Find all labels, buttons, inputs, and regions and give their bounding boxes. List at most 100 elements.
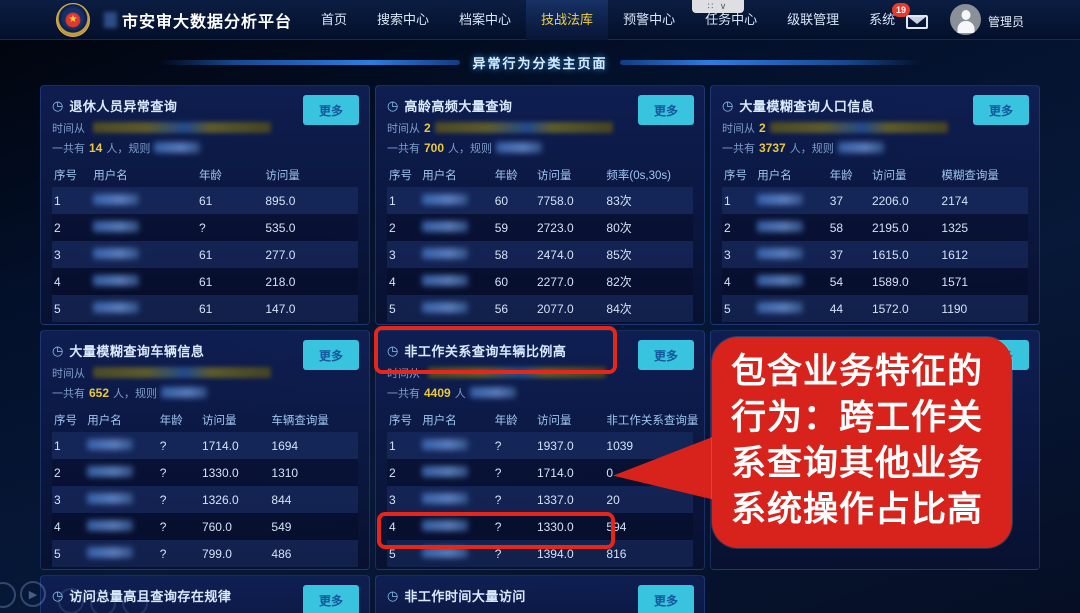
table-cell: 3 <box>54 247 61 262</box>
nav-item-alert-center[interactable]: 预警中心 <box>623 12 676 27</box>
column-header: 车辆查询量 <box>271 414 329 427</box>
table-cell: 2077.0 <box>536 301 574 316</box>
table-row[interactable]: 4? 760.0 549 <box>52 513 358 540</box>
table-cell: 1330.0 <box>201 465 239 480</box>
table-cell: 1 <box>54 438 61 453</box>
table-header-row: 序号 用户名 年龄 访问量 频率(0s,30s) <box>387 162 693 187</box>
table-row[interactable]: 3 58 2474.0 85次 <box>387 241 693 268</box>
annotation-callout: 包含业务特征的 行为：跨工作关 系查询其他业务 系统操作占比高 <box>613 337 1012 548</box>
redacted-text <box>93 193 140 205</box>
time-label: 时间从 <box>52 367 85 380</box>
table-cell: 20 <box>606 492 620 507</box>
table-cell: 2 <box>389 220 396 235</box>
user-avatar[interactable] <box>950 4 981 35</box>
table-cell: 2 <box>389 465 396 480</box>
column-header: 用户名 <box>757 169 792 182</box>
table-row[interactable]: 5? 799.0 486 <box>52 540 358 567</box>
redacted-text <box>422 220 469 232</box>
table-cell: 2 <box>54 220 61 235</box>
redacted-username-cell <box>757 193 829 208</box>
table-row[interactable]: 5? 1394.0 816 <box>387 540 693 567</box>
redacted-username-cell <box>87 492 159 507</box>
table-cell: 5 <box>54 301 61 316</box>
top-navbar: 市安审大数据分析平台 首页 搜索中心 档案中心 技战法库 预警中心 任务中心 级… <box>0 0 1080 40</box>
more-button[interactable]: 更多 <box>638 340 694 370</box>
more-button[interactable]: 更多 <box>638 95 694 125</box>
table-cell: 4 <box>389 519 396 534</box>
time-label: 时间从 <box>387 122 420 135</box>
table-cell: 44 <box>829 301 844 316</box>
table-cell: 56 <box>494 301 509 316</box>
table-row[interactable]: 1? 1714.0 1694 <box>52 432 358 459</box>
nav-item-cascade-mgmt[interactable]: 级联管理 <box>787 12 840 27</box>
nav-item-search-center[interactable]: 搜索中心 <box>377 12 430 27</box>
nav-item-system[interactable]: 系统 <box>869 12 896 27</box>
time-value: 2 <box>759 120 766 135</box>
table-row[interactable]: 3 37 1615.0 1612 <box>722 241 1028 268</box>
video-overlay-control[interactable]: ∷ ∨ <box>692 0 744 13</box>
redacted-username-cell <box>422 247 494 262</box>
table-cell: 1937.0 <box>536 438 574 453</box>
panel-nonwork-hours-access: ◷ 非工作时间大量访问 更多 <box>375 575 705 613</box>
redacted-username-cell <box>757 220 829 235</box>
table-row[interactable]: 1 61 895.0 <box>52 187 358 214</box>
table-row[interactable]: 4 60 2277.0 82次 <box>387 268 693 295</box>
nav-item-tactics-library[interactable]: 技战法库 <box>526 0 609 40</box>
total-suffix: 人，规则 <box>448 142 493 155</box>
redacted-time-range <box>93 122 271 133</box>
table-row[interactable]: 5 44 1572.0 1190 <box>722 295 1028 322</box>
more-button[interactable]: 更多 <box>303 95 359 125</box>
more-button[interactable]: 更多 <box>973 95 1029 125</box>
table-row[interactable]: 4? 1330.0 594 <box>387 513 693 540</box>
redacted-text <box>93 247 140 259</box>
watermark-play-icon: ▶ <box>20 581 46 607</box>
table-cell: 2195.0 <box>871 220 909 235</box>
column-left: ◷ 退休人员异常查询 更多 时间从 一共有 14 人，规则 序号 用户名 年龄 访问量 1 6… <box>40 85 370 613</box>
nav-item-task-center[interactable]: 任务中心 <box>705 12 758 27</box>
table-cell: 1571 <box>941 274 969 289</box>
nav-item-home[interactable]: 首页 <box>321 12 348 27</box>
total-suffix: 人，规则 <box>113 387 158 400</box>
table-row[interactable]: 3 61 277.0 <box>52 241 358 268</box>
table-cell: 59 <box>494 220 509 235</box>
table-cell: 844 <box>271 492 292 507</box>
table-row[interactable]: 2? 1330.0 1310 <box>52 459 358 486</box>
table-row[interactable]: 2? 535.0 <box>52 214 358 241</box>
table-row[interactable]: 5 61 147.0 <box>52 295 358 322</box>
notifications-button[interactable]: 19 <box>892 3 930 34</box>
more-button[interactable]: 更多 <box>303 340 359 370</box>
table-cell: 0 <box>606 465 614 480</box>
table-row[interactable]: 2 59 2723.0 80次 <box>387 214 693 241</box>
table-row[interactable]: 1? 1937.0 1039 <box>387 432 693 459</box>
table-row[interactable]: 1 60 7758.0 83次 <box>387 187 693 214</box>
table-row[interactable]: 3? 1326.0 844 <box>52 486 358 513</box>
redacted-username-cell <box>422 465 494 480</box>
table-row[interactable]: 3? 1337.0 20 <box>387 486 693 513</box>
nav-item-archive-center[interactable]: 档案中心 <box>459 12 512 27</box>
column-header: 访问量 <box>265 169 300 182</box>
table-cell: 1 <box>724 193 731 208</box>
more-button[interactable]: 更多 <box>638 585 694 613</box>
table-cell: ? <box>159 492 167 507</box>
table-cell: 486 <box>271 546 292 561</box>
more-button[interactable]: 更多 <box>303 585 359 613</box>
callout-bubble: 包含业务特征的 行为：跨工作关 系查询其他业务 系统操作占比高 <box>712 337 1012 548</box>
redacted-text <box>422 274 469 286</box>
time-value: 2 <box>424 120 431 135</box>
table-row[interactable]: 1 37 2206.0 2174 <box>722 187 1028 214</box>
table-row[interactable]: 5 56 2077.0 84次 <box>387 295 693 322</box>
table-cell: 1326.0 <box>201 492 239 507</box>
table-row[interactable]: 2 58 2195.0 1325 <box>722 214 1028 241</box>
callout-text: 包含业务特征的 <box>731 352 984 391</box>
redacted-text <box>422 247 469 259</box>
table-cell: 1310 <box>271 465 299 480</box>
redacted-text <box>422 301 469 313</box>
table-row[interactable]: 4 61 218.0 <box>52 268 358 295</box>
user-role-label: 管理员 <box>988 15 1025 29</box>
table-cell: 2277.0 <box>536 274 574 289</box>
callout-text: 行为：跨工作关 <box>731 398 984 437</box>
table-row[interactable]: 4 54 1589.0 1571 <box>722 268 1028 295</box>
table-cell: 799.0 <box>201 546 232 561</box>
column-header: 年龄 <box>494 169 518 182</box>
